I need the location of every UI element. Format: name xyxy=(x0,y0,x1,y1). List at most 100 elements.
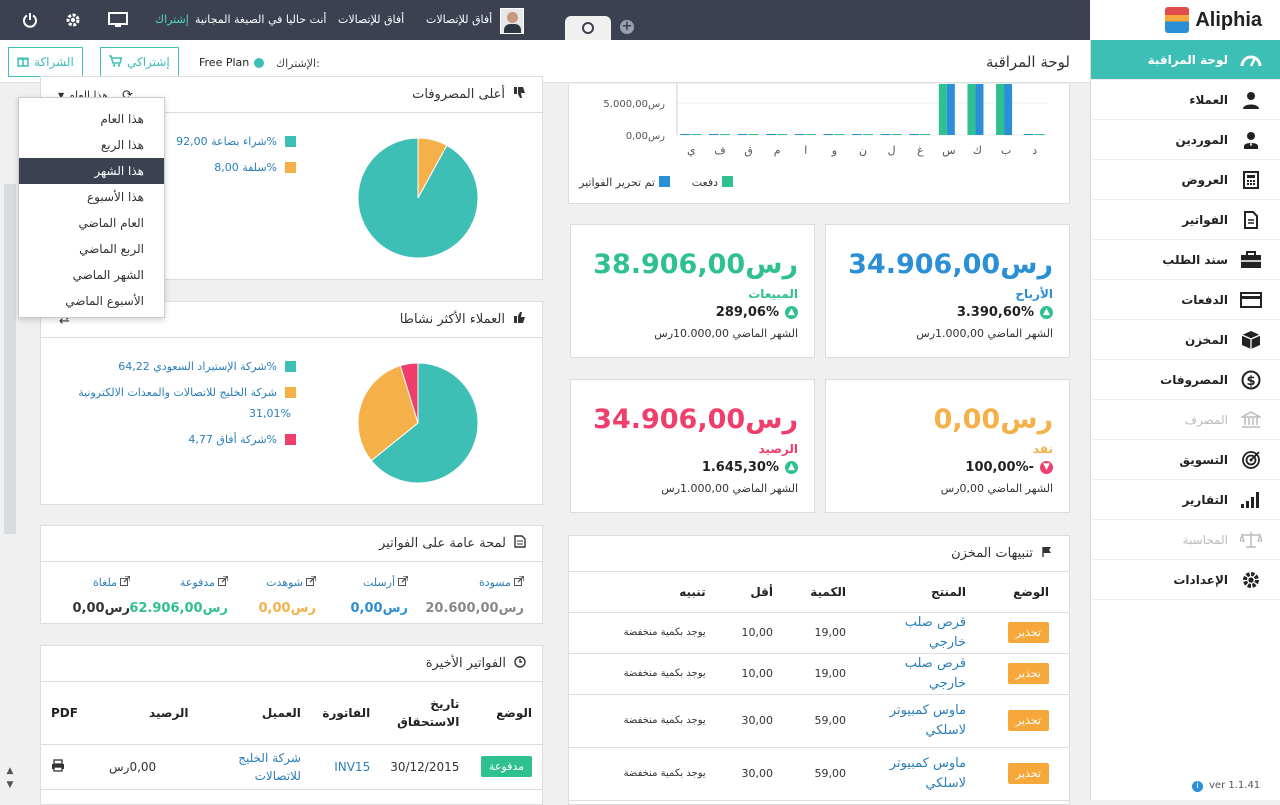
bar[interactable] xyxy=(938,84,947,135)
bar[interactable] xyxy=(996,84,1005,135)
stat-label: الأرباح xyxy=(1015,287,1053,301)
bar[interactable] xyxy=(946,84,955,135)
table-row[interactable]: تحذير قرص صلب خارجي 19,00 10,00 يوجد بكمية م… xyxy=(569,653,1069,695)
bar[interactable] xyxy=(719,134,730,135)
refresh-icon[interactable]: ⟳ xyxy=(122,88,134,103)
bar[interactable] xyxy=(891,134,902,135)
bar[interactable] xyxy=(880,134,891,135)
subscribe-link[interactable]: إشتراك xyxy=(155,13,189,26)
sidebar-item-briefcase[interactable]: سند الطلب xyxy=(1091,240,1280,280)
sidebar-item-document[interactable]: الفواتير xyxy=(1091,200,1280,240)
subscribe-button[interactable]: إشتراكي xyxy=(100,47,179,77)
invoice-link[interactable]: INV15 xyxy=(310,744,381,790)
bar[interactable] xyxy=(975,84,984,135)
period-option[interactable]: الربع الماضي xyxy=(79,242,144,256)
sidebar-item-calculator[interactable]: العروض xyxy=(1091,160,1280,200)
expenses-pie xyxy=(357,137,479,259)
sidebar-item-dollar[interactable]: المصروفات $ xyxy=(1091,360,1280,400)
power-icon[interactable] xyxy=(21,11,39,32)
bar[interactable] xyxy=(794,134,805,135)
bar[interactable] xyxy=(805,134,816,135)
sidebar-item-dashboard[interactable]: لوحة المراقبة xyxy=(1091,40,1280,80)
overview-value: 0,00رس xyxy=(72,601,130,616)
overview-link[interactable]: مدفوعة xyxy=(129,575,229,589)
svg-text:$: $ xyxy=(1246,374,1255,389)
bar[interactable] xyxy=(737,134,748,135)
tab-dashboard[interactable] xyxy=(565,16,611,40)
period-option[interactable]: هذا الربع xyxy=(100,138,144,152)
product-link[interactable]: قرص صلب خارجي xyxy=(856,653,977,695)
overview-link[interactable]: أرسلت xyxy=(350,575,409,589)
partnership-button[interactable]: الشراكة xyxy=(8,47,83,77)
bar[interactable] xyxy=(766,134,777,135)
add-tab-icon[interactable]: + xyxy=(620,19,634,34)
sidebar-item-user[interactable]: العملاء xyxy=(1091,80,1280,120)
bar[interactable] xyxy=(748,134,759,135)
period-option[interactable]: الشهر الماضي xyxy=(72,268,144,282)
gear-icon[interactable] xyxy=(64,11,82,32)
scrollbar-thumb[interactable] xyxy=(4,184,16,534)
scroll-down-arrow[interactable]: ▼ xyxy=(6,780,14,790)
table-row[interactable]: مدفوعة 30/12/2015 INV15 شركة الخليج للات… xyxy=(41,744,542,790)
table-row[interactable]: تحذير ماوس كمبيوتر لاسلكي 59,00 30,00 يوجد ب… xyxy=(569,694,1069,748)
sidebar-item-supplier[interactable]: الموردين xyxy=(1091,120,1280,160)
period-menu: هذا العام هذا الربع هذا الشهر هذا الأسبوع ال… xyxy=(18,97,165,318)
period-option[interactable]: هذا الشهر xyxy=(19,158,164,184)
user-name[interactable]: أفاق للإتصالات xyxy=(426,13,493,26)
bar[interactable] xyxy=(1004,84,1013,135)
table-row[interactable]: تحذير قرص صلب خارجي 19,00 10,00 يوجد بكمية م… xyxy=(569,612,1069,654)
sidebar-item-gear[interactable]: الإعدادات xyxy=(1091,560,1280,600)
overview-link[interactable]: شوهدت xyxy=(258,575,317,589)
bar[interactable] xyxy=(834,134,845,135)
bar[interactable] xyxy=(1023,134,1034,135)
sidebar-item-scale[interactable]: المحاسبة xyxy=(1091,520,1280,560)
bar[interactable] xyxy=(823,134,834,135)
refresh-icon[interactable]: ⇄ xyxy=(59,312,70,327)
product-link[interactable]: ماوس كمبيوتر لاسلكي xyxy=(856,747,977,801)
sidebar-item-bank[interactable]: المصرف xyxy=(1091,400,1280,440)
sidebar: لوحة المراقبة العملاء الموردين العروض الفوات… xyxy=(1090,40,1280,800)
product-link[interactable]: ماوس كمبيوتر لاسلكي xyxy=(856,694,977,748)
target-icon xyxy=(1240,449,1262,471)
scrollbar[interactable]: ▲ ▼ xyxy=(0,84,18,800)
period-option[interactable]: هذا الأسبوع xyxy=(87,190,144,204)
table-row[interactable]: تحذير ماوس كمبيوتر لاسلكي 59,00 30,00 يوجد ب… xyxy=(569,747,1069,801)
monitor-icon[interactable] xyxy=(108,11,128,32)
info-icon[interactable]: i xyxy=(1192,781,1203,792)
bar[interactable] xyxy=(777,134,788,135)
bar[interactable] xyxy=(691,134,702,135)
bar[interactable] xyxy=(909,134,920,135)
scroll-up-arrow[interactable]: ▲ xyxy=(6,766,14,776)
sidebar-item-credit-card[interactable]: الدفعات xyxy=(1091,280,1280,320)
sidebar-item-box[interactable]: المخزن xyxy=(1091,320,1280,360)
bar[interactable] xyxy=(863,134,873,135)
period-option[interactable]: هذا العام xyxy=(100,112,144,126)
bar[interactable] xyxy=(708,134,719,135)
bar[interactable] xyxy=(852,134,862,135)
sidebar-item-bars[interactable]: التقارير xyxy=(1091,480,1280,520)
legend-swatch xyxy=(285,136,296,147)
print-icon[interactable] xyxy=(51,758,65,775)
min-cell: 30,00 xyxy=(715,694,784,748)
avatar[interactable] xyxy=(500,8,524,34)
x-tick-label: ا xyxy=(804,144,807,157)
dollar-icon: $ xyxy=(1240,369,1262,391)
overview-link[interactable]: مسودة xyxy=(425,575,525,589)
bar[interactable] xyxy=(920,134,931,135)
product-link[interactable]: قرص صلب خارجي xyxy=(856,612,977,654)
bar[interactable] xyxy=(1034,134,1045,135)
sidebar-item-label: المحاسبة xyxy=(1182,532,1228,547)
period-option[interactable]: العام الماضي xyxy=(78,216,144,230)
x-tick-label: ب xyxy=(1001,144,1011,157)
sidebar-item-target[interactable]: التسويق xyxy=(1091,440,1280,480)
x-tick-label: ن xyxy=(859,144,867,157)
bar[interactable] xyxy=(680,134,691,135)
overview-link[interactable]: ملغاة xyxy=(72,575,131,589)
period-option[interactable]: الأسبوع الماضي xyxy=(65,294,144,308)
bar[interactable] xyxy=(967,84,976,135)
company-link[interactable]: أفاق للإتصالات xyxy=(338,13,405,26)
client-link[interactable]: شركة الخليج للاتصالات xyxy=(200,744,311,790)
sidebar-item-label: الفواتير xyxy=(1182,212,1228,227)
stat-percent: 100,00%- xyxy=(965,460,1034,475)
brand[interactable]: Aliphia xyxy=(1090,0,1280,40)
